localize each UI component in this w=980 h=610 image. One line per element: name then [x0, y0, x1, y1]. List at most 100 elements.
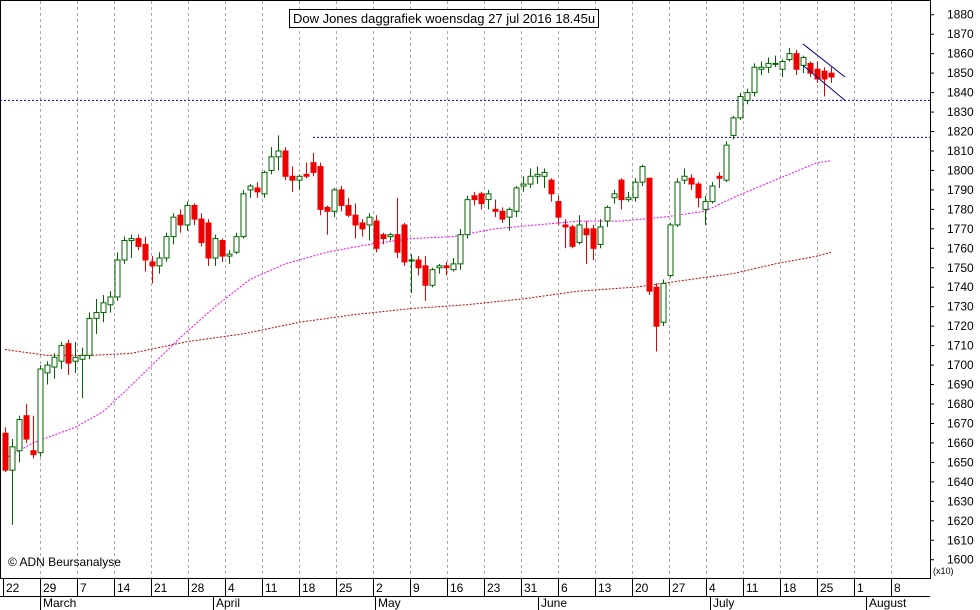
candle-body: [436, 265, 443, 269]
candle-body: [331, 189, 338, 212]
y-tick-label: 1660: [947, 436, 974, 450]
candle-body: [667, 224, 674, 277]
y-tick-label: 1760: [947, 241, 974, 255]
candle-body: [142, 243, 149, 261]
candle-body: [37, 368, 44, 454]
candle-body: [254, 187, 261, 193]
candle-body: [653, 286, 660, 327]
x-month-label: March: [43, 596, 76, 610]
candle-body: [86, 317, 93, 356]
candle-body: [135, 238, 142, 247]
candle-body: [58, 345, 65, 362]
y-tick-label: 1830: [947, 105, 974, 119]
y-tick-label: 1610: [947, 533, 974, 547]
candle-body: [576, 224, 583, 243]
x-month-label: April: [216, 596, 240, 610]
x-day-label: 6: [561, 581, 568, 595]
y-tick-label: 1770: [947, 222, 974, 236]
candle-body: [541, 171, 548, 177]
candle-body: [317, 166, 324, 210]
candle-body: [611, 193, 618, 199]
candle-body: [128, 238, 135, 242]
y-tick-label: 1800: [947, 163, 974, 177]
candle-body: [821, 70, 828, 80]
y-tick-label: 1860: [947, 47, 974, 61]
candle-body: [625, 197, 632, 201]
candle-body: [366, 216, 373, 226]
x-day-label: 4: [709, 581, 716, 595]
candle-body: [184, 204, 191, 226]
candle-body: [450, 263, 457, 271]
candle-body: [149, 261, 156, 267]
candle-body: [632, 181, 639, 199]
candle-body: [163, 236, 170, 259]
candle-body: [289, 175, 296, 181]
y-tick-label: 1700: [947, 358, 974, 372]
y-tick-label: 1850: [947, 66, 974, 80]
y-tick-label: 1790: [947, 183, 974, 197]
candle-body: [380, 234, 387, 240]
candle-body: [471, 195, 478, 201]
candle-body: [373, 220, 380, 249]
y-tick-label: 1780: [947, 202, 974, 216]
x-day-label: 4: [228, 581, 235, 595]
y-tick-label: 1810: [947, 144, 974, 158]
candle-body: [562, 224, 569, 228]
candle-body: [282, 150, 289, 177]
x-day-label: 27: [672, 581, 686, 595]
candle-body: [772, 62, 779, 65]
candle-body: [688, 177, 695, 185]
copyright-text: © ADN Beursanalyse: [8, 555, 121, 569]
candle-body: [485, 193, 492, 201]
candle-body: [443, 265, 450, 269]
x-month-label: June: [541, 596, 567, 610]
x-day-label: 31: [524, 581, 538, 595]
x-day-label: 23: [487, 581, 501, 595]
candle-body: [660, 282, 667, 323]
x-day-label: 9: [413, 581, 420, 595]
candle-body: [338, 189, 345, 206]
candle-body: [422, 265, 429, 286]
candle-body: [555, 201, 562, 218]
candle-body: [618, 179, 625, 201]
x-day-label: 28: [191, 581, 205, 595]
candle-body: [499, 210, 506, 220]
y-tick-label: 1730: [947, 300, 974, 314]
candle-body: [219, 240, 226, 257]
y-tick-label: 1870: [947, 27, 974, 41]
candle-body: [828, 72, 835, 78]
candle-body: [23, 415, 30, 440]
candle-body: [765, 62, 772, 68]
candle-body: [478, 193, 485, 205]
candle-body: [247, 185, 254, 191]
candle-body: [597, 226, 604, 245]
candle-body: [723, 144, 730, 181]
candle-body: [72, 356, 79, 362]
x-day-label: 18: [302, 581, 316, 595]
candle-body: [464, 199, 471, 236]
candle-body: [401, 224, 408, 263]
candle-body: [457, 234, 464, 265]
candle-body: [646, 177, 653, 292]
y-tick-label: 1630: [947, 494, 974, 508]
x-day-label: 21: [154, 581, 168, 595]
candle-body: [93, 312, 100, 319]
candle-body: [527, 175, 534, 185]
candle-body: [583, 228, 590, 236]
x-day-label: 25: [339, 581, 353, 595]
plot-frame: [0, 0, 931, 579]
candle-body: [569, 226, 576, 247]
candle-body: [156, 257, 163, 267]
candle-body: [114, 259, 121, 298]
candle-body: [233, 236, 240, 253]
y-tick-label: 1690: [947, 378, 974, 392]
scale-note: (x10): [933, 566, 954, 576]
candle-body: [51, 356, 58, 368]
candle-body: [793, 53, 800, 70]
y-tick-label: 1740: [947, 280, 974, 294]
x-day-label: 2: [376, 581, 383, 595]
x-day-label: 1: [857, 581, 864, 595]
candle-body: [345, 204, 352, 216]
y-tick-label: 1750: [947, 261, 974, 275]
